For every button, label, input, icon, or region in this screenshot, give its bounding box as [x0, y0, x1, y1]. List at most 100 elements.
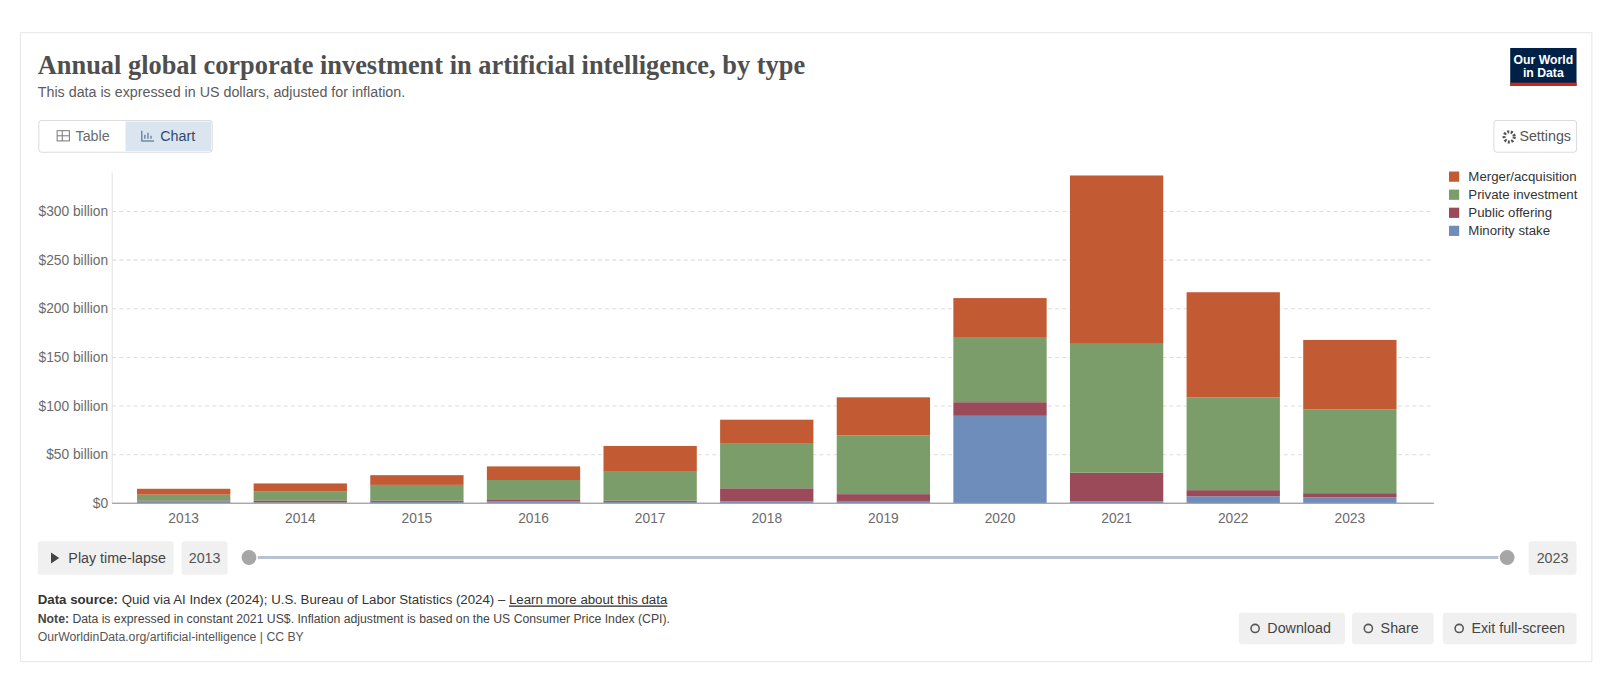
footer-button-label[interactable]: Exit full-screen	[1471, 620, 1565, 636]
bar-segment	[1303, 493, 1396, 497]
x-tick-label: 2020	[985, 511, 1016, 526]
legend-label: Private investment	[1468, 187, 1577, 202]
bar-segment	[603, 500, 696, 501]
tab-box	[39, 120, 212, 152]
button-icon	[1455, 624, 1463, 632]
legend-swatch	[1449, 208, 1459, 218]
bar-segment	[1070, 344, 1163, 473]
bar-segment	[953, 402, 1046, 416]
legend-label: Minority stake	[1468, 223, 1550, 238]
settings-button[interactable]: Settings	[1494, 120, 1577, 152]
bar-segment	[487, 500, 580, 501]
bar-segment	[1187, 490, 1280, 496]
source-link[interactable]: Learn more about this data	[509, 592, 668, 607]
bar-segment	[1303, 409, 1396, 493]
x-tick-label: 2013	[168, 511, 199, 526]
bar-segment	[370, 485, 463, 501]
bar-segment	[137, 495, 230, 501]
bar-segment	[1187, 292, 1280, 397]
title: Annual global corporate investment in ar…	[38, 50, 806, 80]
source-text: Quid via AI Index (2024); U.S. Bureau of…	[118, 592, 509, 607]
y-grid: $0$50 billion$100 billion$150 billion$20…	[39, 204, 1434, 511]
gear-icon	[1504, 132, 1514, 142]
bar-segment	[953, 298, 1046, 337]
settings-label[interactable]: Settings	[1519, 128, 1571, 144]
bar-segment	[837, 397, 930, 435]
footer-button[interactable]	[1239, 613, 1345, 645]
tab-active[interactable]	[126, 122, 212, 152]
timeline: Play time-lapse 2013 2023	[38, 541, 1577, 575]
source-line: Data source: Quid via AI Index (2024); U…	[38, 592, 668, 607]
grid-line	[112, 211, 1433, 212]
bar-segment	[720, 443, 813, 488]
x-tick-label: 2014	[285, 511, 316, 526]
timeline-handle[interactable]	[1499, 549, 1515, 565]
bar-segment	[254, 500, 347, 502]
x-tick-label: 2021	[1101, 511, 1132, 526]
footer-button[interactable]	[1352, 613, 1434, 645]
timeline-end-box	[1529, 541, 1577, 575]
bar-segment	[487, 466, 580, 480]
timeline-end: 2023	[1537, 550, 1569, 566]
note-text: Data is expressed in constant 2021 US$. …	[69, 612, 670, 626]
bar-segment	[603, 472, 696, 501]
bar-segment	[487, 480, 580, 500]
y-tick-label: $100 billion	[39, 399, 109, 414]
y-tick-label: $0	[93, 496, 109, 511]
tabs: Table Chart	[39, 120, 212, 152]
legend-swatch	[1449, 226, 1459, 236]
footer-button[interactable]	[1443, 613, 1577, 645]
table-icon	[57, 131, 69, 141]
y-tick-label: $300 billion	[39, 204, 109, 219]
source-label: Data source:	[38, 592, 118, 607]
legend-label: Merger/acquisition	[1468, 169, 1576, 184]
x-tick-label: 2022	[1218, 511, 1249, 526]
bar-segment	[837, 494, 930, 501]
url-line: OurWorldinData.org/artificial-intelligen…	[38, 630, 304, 644]
timeline-start: 2013	[189, 550, 221, 566]
grid-line	[112, 260, 1433, 261]
bar-segment	[953, 416, 1046, 504]
chart-icon	[142, 131, 154, 141]
button-icon	[1364, 624, 1372, 632]
tab-label[interactable]: Chart	[160, 128, 195, 144]
x-tick-label: 2023	[1335, 511, 1366, 526]
button-icon	[1251, 624, 1259, 632]
footer-button-label[interactable]: Share	[1381, 620, 1419, 636]
footer: Data source: Quid via AI Index (2024); U…	[38, 592, 1577, 644]
note-line: Note: Data is expressed in constant 2021…	[38, 612, 670, 626]
play-icon	[51, 552, 59, 563]
logo-underline	[1510, 83, 1576, 86]
bar-segment	[1070, 175, 1163, 343]
timeline-start-box	[182, 541, 228, 575]
bar-segment	[953, 337, 1046, 402]
bar-segment	[720, 488, 813, 501]
logo-box	[1510, 48, 1576, 86]
legend-label: Public offering	[1468, 205, 1552, 220]
page: Annual global corporate investment in ar…	[0, 0, 1600, 679]
timeline-handle[interactable]	[241, 549, 257, 565]
table-icon	[57, 135, 69, 136]
play-label[interactable]: Play time-lapse	[68, 550, 166, 566]
y-tick-label: $150 billion	[39, 350, 109, 365]
frame	[20, 33, 1591, 662]
bar-segment	[837, 435, 930, 494]
bar-segment	[254, 483, 347, 491]
bar-segment	[720, 420, 813, 443]
bar-segment	[137, 489, 230, 495]
tab-label[interactable]: Table	[76, 128, 110, 144]
timeline-track	[249, 556, 1507, 559]
bar-segment	[370, 475, 463, 485]
x-tick-label: 2016	[518, 511, 549, 526]
x-tick-label: 2019	[868, 511, 899, 526]
play-button[interactable]	[38, 541, 174, 575]
y-tick-label: $200 billion	[39, 301, 109, 316]
x-axis-line	[112, 503, 1433, 504]
table-icon	[62, 131, 63, 141]
footer-button-label[interactable]: Download	[1267, 620, 1331, 636]
bar-segment	[1303, 497, 1396, 503]
subtitle: This data is expressed in US dollars, ad…	[38, 84, 405, 100]
legend-swatch	[1449, 190, 1459, 200]
settings-box[interactable]	[1494, 120, 1577, 152]
x-tick-label: 2015	[402, 511, 433, 526]
